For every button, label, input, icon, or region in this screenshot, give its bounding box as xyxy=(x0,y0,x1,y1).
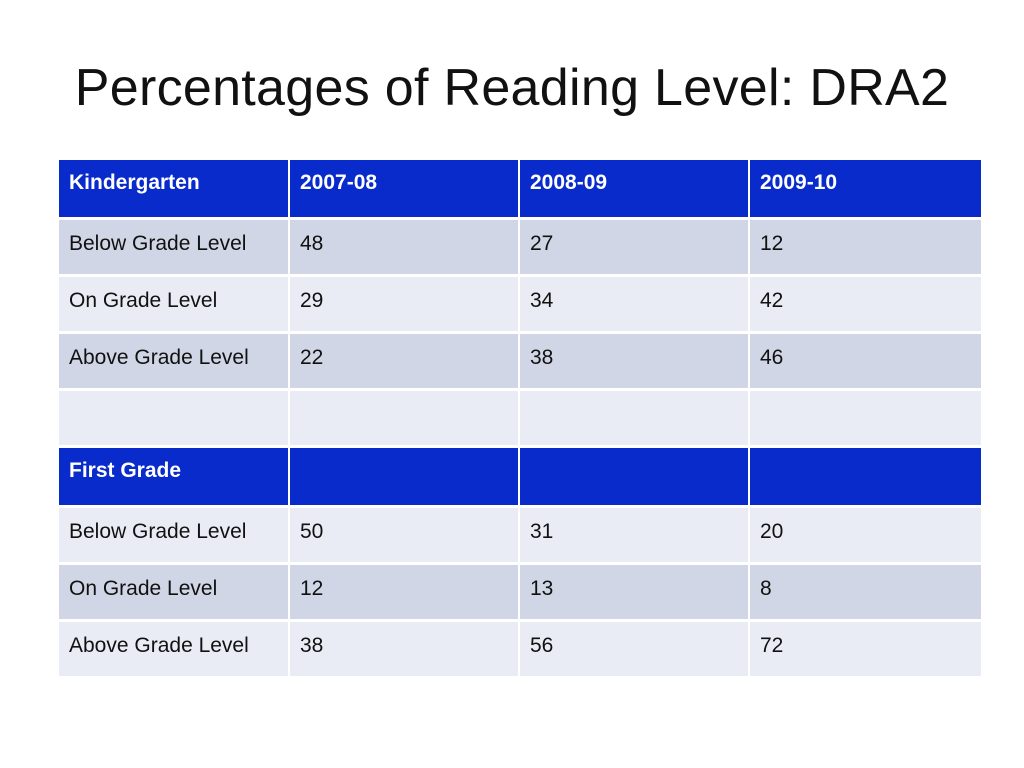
table-row: Below Grade Level 48 27 12 xyxy=(59,220,981,277)
row-label-cell: Above Grade Level xyxy=(59,334,290,391)
row-label-cell: Above Grade Level xyxy=(59,622,290,679)
header-cell: 2008-09 xyxy=(520,160,750,220)
empty-cell xyxy=(290,391,520,448)
header-cell xyxy=(750,448,981,508)
slide-title: Percentages of Reading Level: DRA2 xyxy=(74,59,950,117)
value-cell: 50 xyxy=(290,508,520,565)
empty-cell xyxy=(750,391,981,448)
value-cell: 31 xyxy=(520,508,750,565)
value-cell: 38 xyxy=(520,334,750,391)
value-cell: 38 xyxy=(290,622,520,679)
value-cell: 12 xyxy=(290,565,520,622)
table-header-row-kindergarten: Kindergarten 2007-08 2008-09 2009-10 xyxy=(59,160,981,220)
row-label-cell: On Grade Level xyxy=(59,277,290,334)
value-cell: 56 xyxy=(520,622,750,679)
row-label-cell: Below Grade Level xyxy=(59,220,290,277)
table-row: Above Grade Level 38 56 72 xyxy=(59,622,981,679)
value-cell: 34 xyxy=(520,277,750,334)
value-cell: 8 xyxy=(750,565,981,622)
header-cell xyxy=(520,448,750,508)
header-cell: 2009-10 xyxy=(750,160,981,220)
table-row: On Grade Level 29 34 42 xyxy=(59,277,981,334)
value-cell: 13 xyxy=(520,565,750,622)
empty-cell xyxy=(59,391,290,448)
value-cell: 46 xyxy=(750,334,981,391)
value-cell: 29 xyxy=(290,277,520,334)
value-cell: 20 xyxy=(750,508,981,565)
table-row: Above Grade Level 22 38 46 xyxy=(59,334,981,391)
reading-level-table: Kindergarten 2007-08 2008-09 2009-10 Bel… xyxy=(59,160,981,679)
value-cell: 48 xyxy=(290,220,520,277)
header-cell: First Grade xyxy=(59,448,290,508)
header-cell xyxy=(290,448,520,508)
empty-cell xyxy=(520,391,750,448)
table-header-row-first-grade: First Grade xyxy=(59,448,981,508)
header-cell: 2007-08 xyxy=(290,160,520,220)
value-cell: 27 xyxy=(520,220,750,277)
value-cell: 22 xyxy=(290,334,520,391)
header-cell: Kindergarten xyxy=(59,160,290,220)
value-cell: 42 xyxy=(750,277,981,334)
value-cell: 12 xyxy=(750,220,981,277)
row-label-cell: Below Grade Level xyxy=(59,508,290,565)
table-row: Below Grade Level 50 31 20 xyxy=(59,508,981,565)
table-row-empty xyxy=(59,391,981,448)
table-row: On Grade Level 12 13 8 xyxy=(59,565,981,622)
value-cell: 72 xyxy=(750,622,981,679)
row-label-cell: On Grade Level xyxy=(59,565,290,622)
